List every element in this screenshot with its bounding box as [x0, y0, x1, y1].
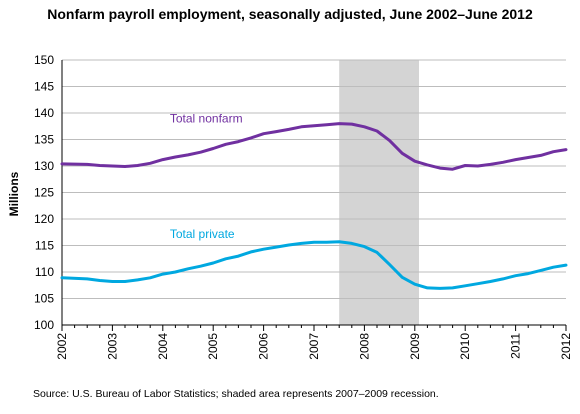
series-line-total-private: [60, 240, 568, 290]
x-tick-label: 2006: [257, 333, 271, 360]
x-tick-label: 2008: [357, 333, 371, 360]
y-tick-label: 140: [34, 106, 54, 120]
gridlines: [62, 59, 566, 299]
y-tick-label: 135: [34, 133, 54, 147]
source-note: Source: U.S. Bureau of Labor Statistics;…: [33, 388, 439, 400]
y-tick-label: 125: [34, 186, 54, 200]
x-tick-label: 2012: [559, 333, 573, 360]
series-line-total-nonfarm: [60, 122, 568, 171]
y-tick-label: 110: [35, 265, 54, 279]
x-tick-label: 2005: [206, 333, 220, 360]
series-lines: [60, 122, 568, 290]
y-tick-label: 105: [34, 292, 54, 306]
y-tick-label: 130: [34, 159, 54, 173]
x-tick-label: 2002: [55, 333, 69, 360]
series-label-total-private: Total private: [170, 227, 235, 241]
x-tick-label: 2011: [509, 333, 523, 359]
y-tick-label: 145: [34, 80, 54, 94]
x-tick-label: 2004: [156, 333, 170, 360]
x-tick-label: 2003: [105, 333, 119, 360]
chart-title: Nonfarm payroll employment, seasonally a…: [47, 6, 533, 22]
y-tick-label: 100: [34, 318, 54, 332]
x-tick-label: 2009: [408, 333, 422, 360]
series-labels: Total nonfarm Total private: [170, 112, 243, 242]
y-tick-label: 150: [34, 53, 54, 67]
y-tick-label: 120: [34, 212, 54, 226]
axes: 100 105 110 115 120 125 130 135 140 145 150 2002 200…: [34, 53, 573, 360]
series-label-total-nonfarm: Total nonfarm: [170, 112, 243, 126]
y-tick-label: 115: [35, 239, 54, 253]
x-tick-label: 2010: [458, 333, 472, 360]
x-tick-label: 2007: [307, 333, 321, 360]
y-axis-title: Millions: [7, 171, 21, 216]
